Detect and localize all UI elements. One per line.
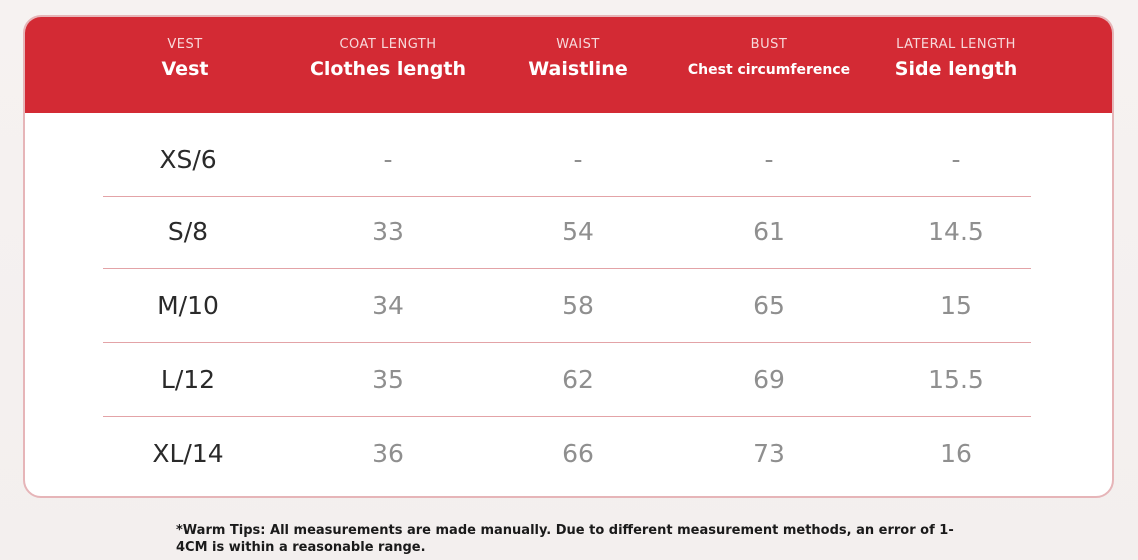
header-coat-length-main: Clothes length: [309, 58, 467, 80]
header-coat-length: COAT LENGTH Clothes length: [293, 17, 483, 113]
coat-length-cell: 33: [372, 217, 404, 246]
size-cell: S/8: [167, 217, 209, 246]
header-lateral-length: LATERAL LENGTH Side length: [871, 17, 1041, 113]
bust-cell: 73: [753, 438, 785, 468]
table-row: XS/6 - - - -: [103, 123, 1031, 197]
bust-cell: 65: [753, 291, 785, 320]
size-cell: XS/6: [159, 145, 217, 174]
coat-length-cell: 34: [372, 291, 404, 320]
header-waist: WAIST Waistline: [501, 17, 655, 113]
coat-length-cell: 36: [372, 438, 404, 468]
bust-cell: 69: [753, 365, 785, 394]
header-coat-length-sub: COAT LENGTH: [339, 37, 437, 52]
header-waist-main: Waistline: [528, 58, 628, 80]
header-vest: VEST Vest: [109, 17, 261, 113]
table-row: L/12 35 62 69 15.5: [103, 343, 1031, 417]
size-cell: M/10: [157, 291, 219, 320]
table-row: XL/14 36 66 73 16: [103, 416, 1031, 490]
waist-cell: 54: [562, 217, 594, 246]
table-header: VEST Vest COAT LENGTH Clothes length WAI…: [25, 17, 1112, 113]
side-length-cell: 16: [940, 438, 972, 468]
coat-length-cell: -: [383, 145, 393, 174]
waist-cell: 66: [562, 438, 594, 468]
side-length-cell: 15.5: [928, 365, 984, 394]
header-lateral-length-sub: LATERAL LENGTH: [896, 37, 1016, 52]
side-length-cell: 14.5: [928, 217, 984, 246]
waist-cell: -: [573, 145, 583, 174]
coat-length-cell: 35: [372, 365, 404, 394]
table-row: S/8 33 54 61 14.5: [103, 195, 1031, 269]
header-bust: BUST Chest circumference: [677, 17, 861, 113]
header-vest-sub: VEST: [167, 37, 203, 52]
waist-cell: 62: [562, 365, 594, 394]
header-vest-main: Vest: [161, 58, 209, 80]
size-cell: XL/14: [152, 438, 224, 468]
header-bust-sub: BUST: [750, 37, 788, 52]
warm-tips-note: *Warm Tips: All measurements are made ma…: [176, 523, 954, 555]
size-cell: L/12: [160, 365, 216, 394]
size-chart-card: VEST Vest COAT LENGTH Clothes length WAI…: [23, 15, 1114, 498]
waist-cell: 58: [562, 291, 594, 320]
header-waist-sub: WAIST: [556, 37, 600, 52]
table-row: M/10 34 58 65 15: [103, 269, 1031, 343]
header-lateral-length-main: Side length: [894, 58, 1018, 80]
side-length-cell: 15: [940, 291, 972, 320]
bust-cell: 61: [753, 217, 785, 246]
header-bust-main: Chest circumference: [687, 62, 851, 78]
side-length-cell: -: [951, 145, 961, 174]
bust-cell: -: [764, 145, 774, 174]
